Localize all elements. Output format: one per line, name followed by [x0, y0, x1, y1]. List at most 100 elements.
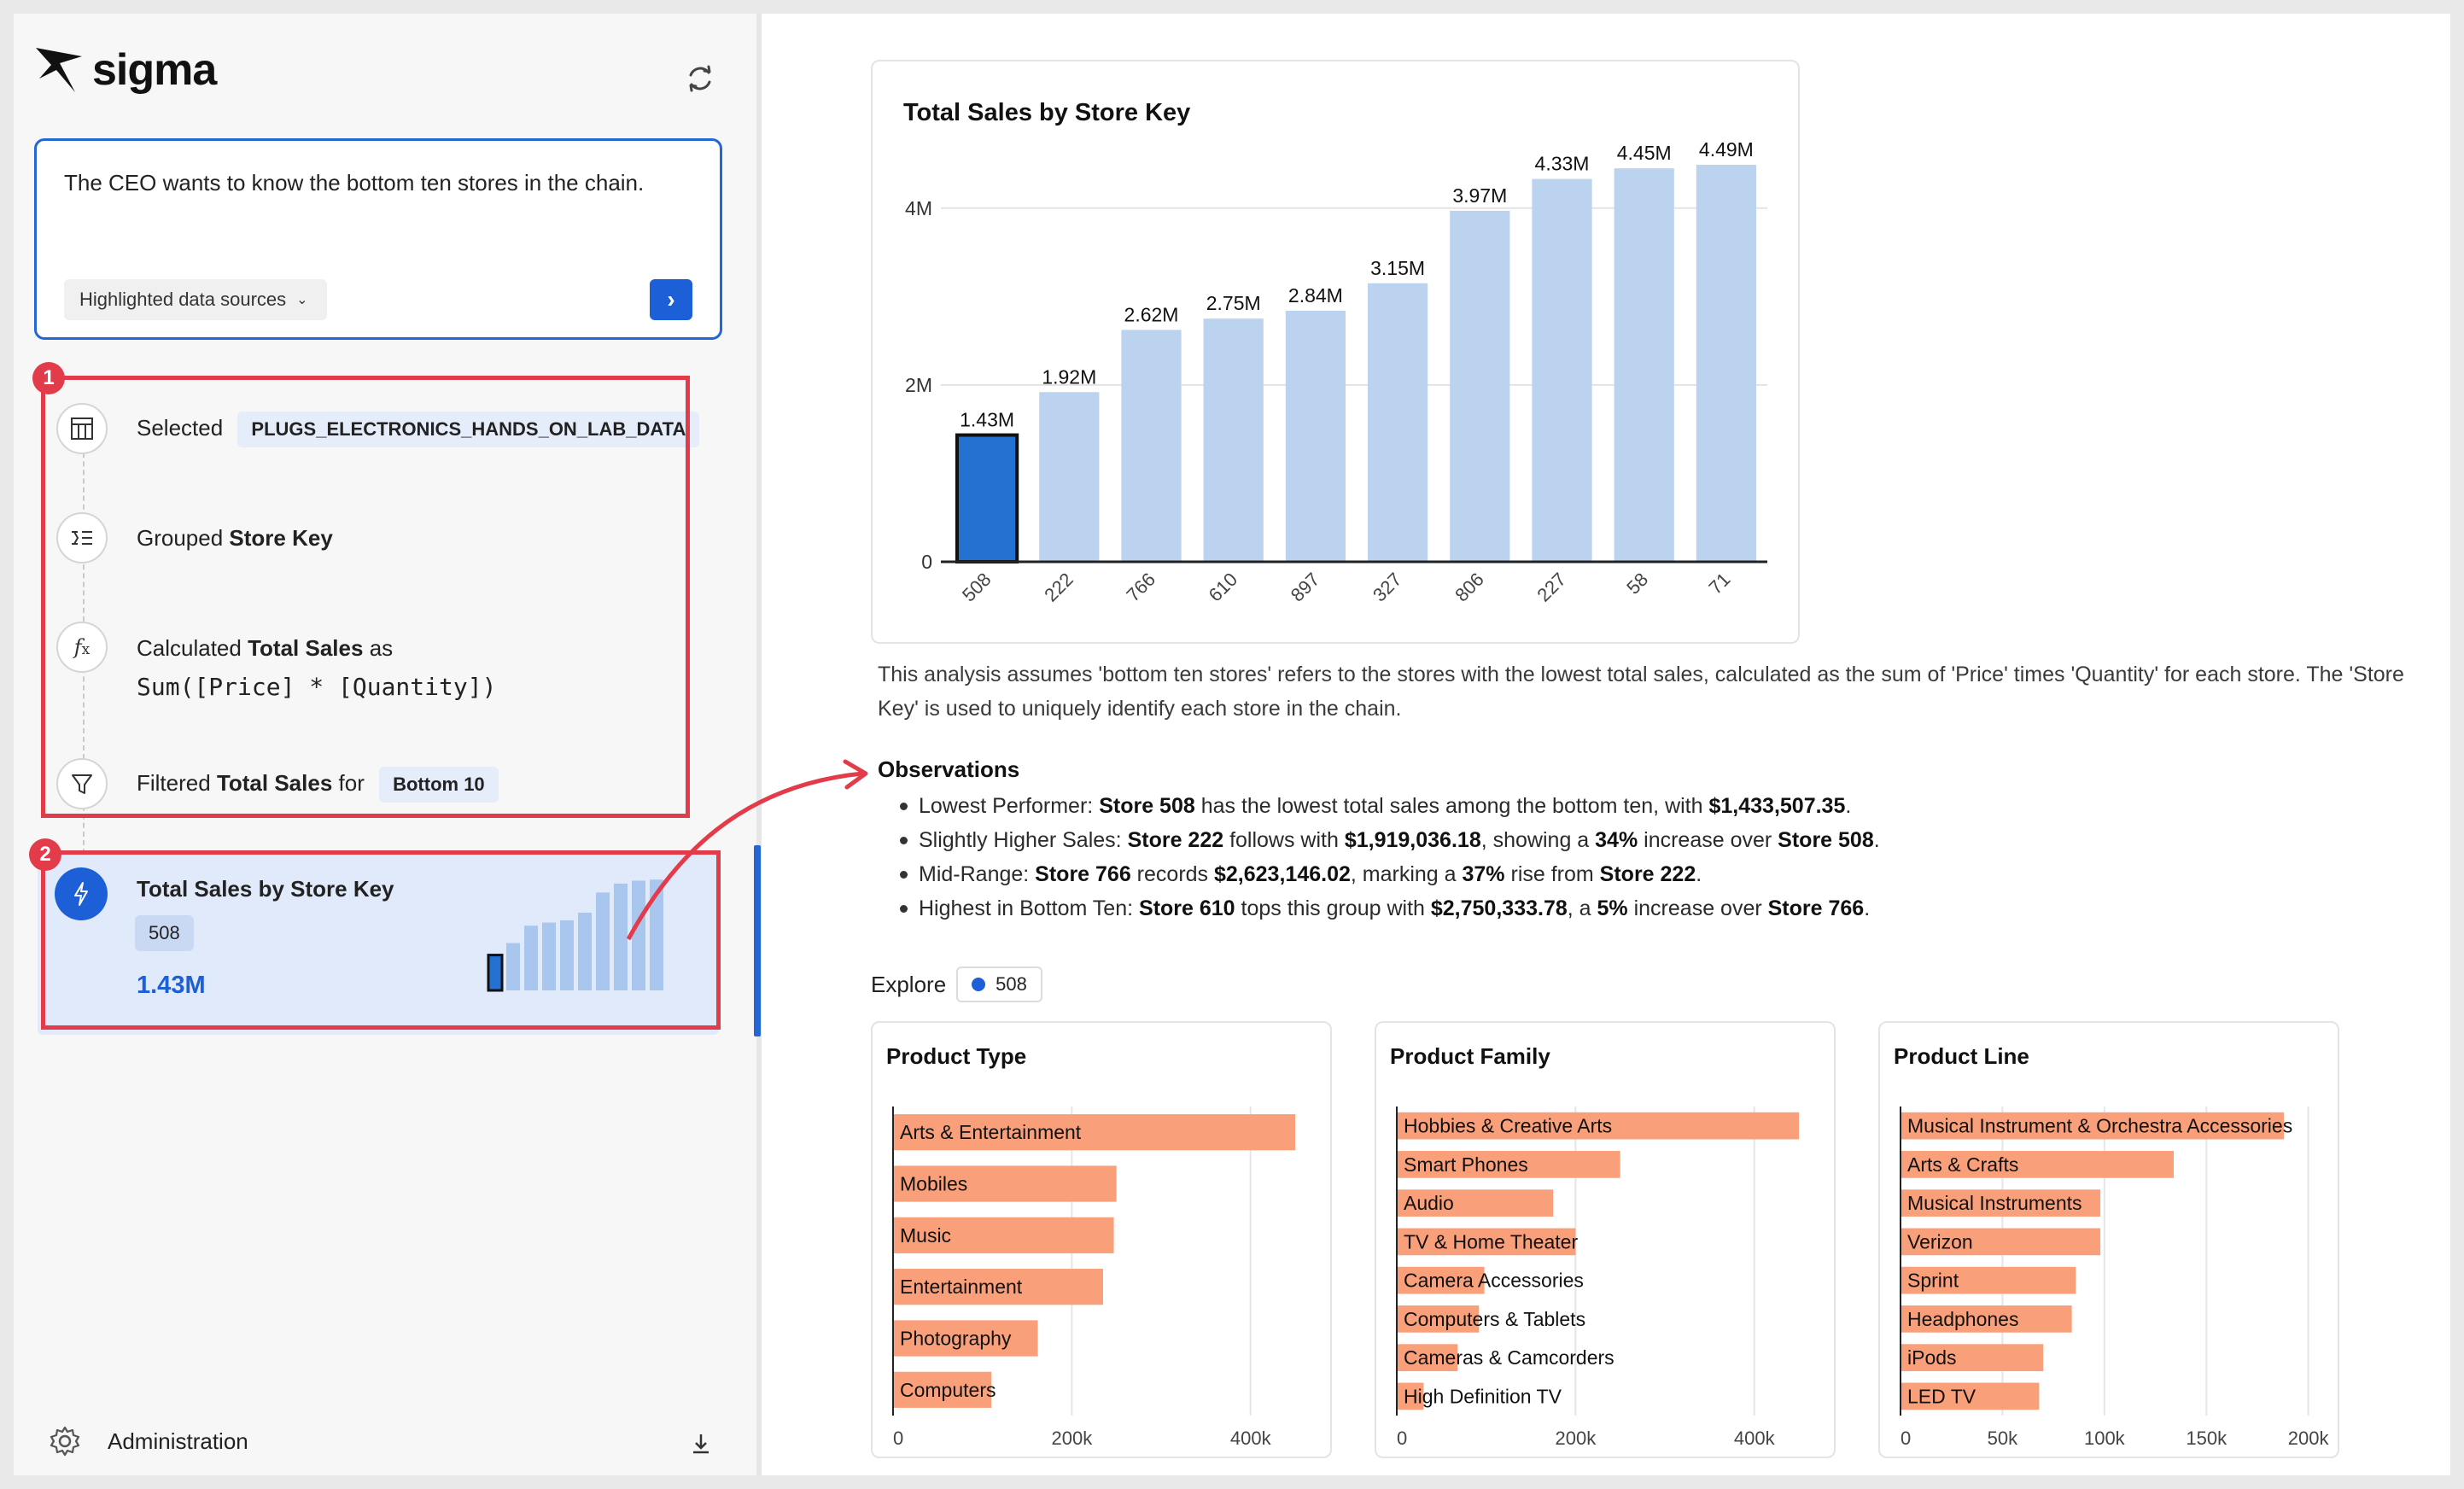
download-icon[interactable] — [688, 1431, 714, 1457]
hbar — [1901, 1112, 2285, 1140]
observation-highlight: Store 508 — [1099, 794, 1195, 818]
x-tick-label: 200k — [1556, 1428, 1597, 1449]
hbar — [893, 1114, 1296, 1151]
administration-link[interactable]: Administration — [48, 1424, 248, 1458]
hbar — [1397, 1228, 1576, 1256]
product-type-chart[interactable]: 0 200k 400k Arts & Entertainment Mobiles Musi… — [873, 1023, 1334, 1460]
mini-bar — [560, 920, 574, 990]
dot-icon — [972, 978, 986, 991]
observation-highlight: Store 222 — [1127, 828, 1224, 852]
annotation-box-1 — [41, 376, 690, 818]
x-tick-label: 200k — [2288, 1428, 2330, 1449]
step-filtered-label: Filtered — [137, 770, 211, 796]
observation-item: Slightly Higher Sales: Store 222 follows… — [900, 823, 1880, 857]
step-filtered[interactable]: Filtered Total Sales for Bottom 10 — [137, 767, 499, 803]
sigma-logo: sigma — [34, 44, 217, 96]
product-line-card[interactable]: Product Line 0 50k 100k 150k 200k Musical Ins… — [1878, 1021, 2339, 1458]
product-line-title: Product Line — [1894, 1043, 2029, 1069]
bar-label: Hobbies & Creative Arts — [1404, 1115, 1612, 1137]
mini-bar-chart — [487, 879, 663, 992]
mini-bar — [487, 954, 504, 992]
product-line-chart[interactable]: 0 50k 100k 150k 200k Musical Instrument & Orc… — [1880, 1023, 2341, 1460]
observation-highlight: $2,750,333.78 — [1430, 896, 1568, 920]
bar-label: Music — [900, 1224, 951, 1247]
step-grouped[interactable]: Grouped Store Key — [137, 525, 333, 552]
hbar — [1901, 1151, 2175, 1178]
step-calculated-suffix: as — [369, 635, 394, 661]
bar-227 — [1532, 178, 1592, 563]
x-tick-label: 200k — [1052, 1428, 1094, 1449]
observation-text: rise from — [1504, 862, 1600, 886]
panel-divider[interactable] — [756, 14, 762, 1475]
hbar — [1901, 1344, 2044, 1371]
observation-item: Mid-Range: Store 766 records $2,623,146.… — [900, 857, 1880, 891]
data-sources-dropdown[interactable]: Highlighted data sources ⌄ — [64, 279, 327, 320]
x-tick-label: 766 — [1122, 569, 1159, 606]
step-calculated-value: Total Sales — [248, 635, 364, 661]
hbar — [1901, 1305, 2072, 1333]
bar-806 — [1450, 210, 1510, 562]
step-selected[interactable]: Selected PLUGS_ELECTRONICS_HANDS_ON_LAB_… — [137, 412, 700, 447]
bar-label: Verizon — [1907, 1230, 1973, 1253]
refresh-icon[interactable] — [683, 61, 717, 96]
bar-label: Mobiles — [900, 1173, 967, 1195]
administration-label: Administration — [108, 1428, 248, 1454]
product-family-chart[interactable]: 0 200k 400k Hobbies & Creative Arts Smart Ph… — [1376, 1023, 1837, 1460]
observation-highlight: Store 508 — [1778, 828, 1874, 852]
x-tick-label: 222 — [1040, 569, 1077, 606]
data-label: 4.49M — [1699, 138, 1754, 161]
mini-bar — [650, 879, 663, 990]
brand-name: sigma — [92, 45, 217, 95]
bar-label: LED TV — [1907, 1385, 1976, 1407]
observation-item: Highest in Bottom Ten: Store 610 tops th… — [900, 891, 1880, 926]
hbar — [1397, 1151, 1620, 1178]
observation-text: . — [1845, 794, 1852, 818]
step-calculated-label: Calculated — [137, 635, 242, 661]
observation-highlight: Store 610 — [1139, 896, 1235, 920]
mini-bar — [596, 892, 610, 990]
hbar — [1397, 1382, 1424, 1410]
product-family-card[interactable]: Product Family 0 200k 400k Hobbies & Creati… — [1375, 1021, 1836, 1458]
total-sales-bar-chart[interactable]: 0 2M 4M 1.43M 508 1.92M 222 2.62M 766 2.75M 610 2.8… — [873, 61, 1801, 645]
hbar — [1397, 1189, 1554, 1217]
y-tick-label: 4M — [905, 197, 932, 219]
x-tick-label: 610 — [1205, 569, 1242, 606]
x-tick-label: 71 — [1704, 569, 1734, 599]
bar-label: Camera Accessories — [1404, 1270, 1584, 1292]
observation-text: tops this group with — [1235, 896, 1431, 920]
prompt-box[interactable]: The CEO wants to know the bottom ten sto… — [34, 138, 722, 340]
y-tick-label: 2M — [905, 374, 932, 396]
bar-766 — [1121, 330, 1182, 562]
bar-label: Smart Phones — [1404, 1153, 1528, 1176]
explore-bar: Explore 508 — [871, 966, 1042, 1002]
bar-508 — [955, 433, 1019, 563]
bar-label: Arts & Entertainment — [900, 1121, 1082, 1143]
explore-chip[interactable]: 508 — [956, 966, 1042, 1002]
explore-chip-label: 508 — [996, 973, 1027, 995]
data-sources-label: Highlighted data sources — [79, 289, 287, 310]
observation-highlight: $1,919,036.18 — [1344, 828, 1481, 852]
send-button[interactable]: › — [650, 279, 692, 320]
data-label: 4.45M — [1617, 142, 1672, 164]
chevron-down-icon: ⌄ — [296, 293, 308, 307]
observation-text: increase over — [1627, 896, 1768, 920]
function-icon: fx — [56, 622, 108, 673]
hbar — [1397, 1344, 1458, 1371]
observation-highlight: Store 766 — [1767, 896, 1865, 920]
observation-text: , marking a — [1350, 862, 1463, 886]
x-tick-label: 58 — [1622, 569, 1652, 599]
bar-label: Musical Instrument & Orchestra Accessori… — [1907, 1115, 2292, 1137]
bar-label: Cameras & Camcorders — [1404, 1346, 1614, 1369]
data-label: 1.92M — [1042, 365, 1096, 388]
source-chip[interactable]: PLUGS_ELECTRONICS_HANDS_ON_LAB_DATA — [237, 412, 700, 447]
chart-card-total-sales[interactable]: Total Sales by Store Key 0 2M 4M 1.43M 508 1.… — [871, 60, 1800, 644]
data-label: 2.62M — [1124, 303, 1179, 325]
chevron-right-icon: › — [667, 286, 675, 312]
prompt-text[interactable]: The CEO wants to know the bottom ten sto… — [64, 170, 645, 196]
observation-text: , showing a — [1480, 828, 1596, 852]
step-calculated[interactable]: Calculated Total Sales as — [137, 635, 393, 662]
product-type-card[interactable]: Product Type 0 200k 400k Arts & Entertainme… — [871, 1021, 1332, 1458]
filter-chip[interactable]: Bottom 10 — [379, 767, 499, 803]
result-card-chip: 508 — [135, 915, 194, 951]
